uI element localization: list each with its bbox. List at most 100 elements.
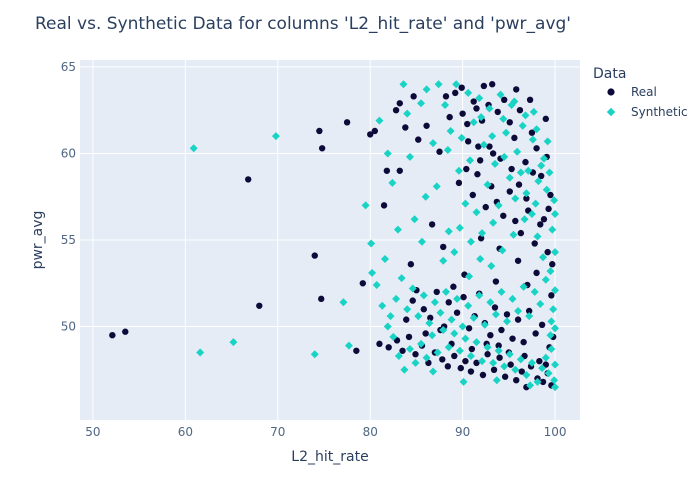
synthetic-point [491, 310, 500, 319]
synthetic-point [505, 173, 514, 182]
real-point [544, 248, 551, 256]
real-point [494, 108, 501, 116]
real-point [442, 93, 450, 100]
synthetic-point [527, 210, 536, 219]
real-point [392, 106, 400, 114]
legend-title: Data [593, 66, 626, 82]
synthetic-point [539, 154, 548, 163]
synthetic-point [494, 346, 503, 355]
synthetic-point [522, 371, 531, 379]
synthetic-point [507, 101, 516, 109]
synthetic-point [546, 267, 555, 276]
synthetic-point [541, 353, 550, 362]
real-point [533, 145, 540, 152]
real-point [353, 347, 360, 354]
synthetic-point [310, 350, 319, 359]
grid-lines [80, 60, 580, 420]
synthetic-point [388, 178, 397, 187]
legend[interactable]: Data Real Synthetic [593, 66, 688, 119]
real-point [482, 203, 489, 211]
synthetic-point [530, 287, 539, 296]
synthetic-point [538, 364, 547, 373]
synthetic-point [534, 177, 543, 186]
real-point [538, 321, 546, 329]
synthetic-point [465, 272, 474, 281]
real-point [518, 368, 525, 375]
synthetic-point [453, 294, 462, 303]
synthetic-point [543, 137, 552, 146]
real-point [396, 100, 403, 107]
real-point [422, 330, 429, 337]
synthetic-point [344, 341, 353, 350]
real-point [509, 335, 516, 342]
real-point [311, 252, 318, 259]
x-tick-label: 50 [85, 425, 100, 439]
x-tick-label: 100 [544, 425, 567, 439]
real-point [467, 368, 475, 375]
real-point [463, 165, 470, 173]
synthetic-point [472, 338, 481, 347]
real-point [444, 363, 452, 370]
real-point [514, 316, 522, 323]
real-point [490, 366, 498, 374]
real-point [415, 136, 422, 143]
synthetic-point [547, 345, 556, 354]
synthetic-point [429, 139, 438, 148]
real-point [473, 359, 480, 367]
synthetic-point [533, 377, 542, 386]
real-point [409, 297, 416, 304]
real-point [498, 326, 505, 334]
real-point [440, 243, 447, 251]
real-point [545, 205, 552, 213]
synthetic-point [400, 365, 409, 374]
real-point [523, 195, 530, 202]
synthetic-point [428, 331, 437, 340]
synthetic-point [436, 308, 445, 317]
real-point [486, 143, 493, 150]
synthetic-point [545, 168, 554, 177]
synthetic-point [458, 322, 467, 331]
synthetic-point [441, 101, 450, 109]
synthetic-point [526, 381, 535, 390]
y-tick-label: 55 [61, 233, 76, 247]
synthetic-point [500, 152, 509, 161]
synthetic-point [527, 358, 536, 367]
real-point [496, 354, 503, 361]
real-point [428, 221, 436, 228]
real-point [380, 202, 388, 209]
real-point [318, 145, 326, 152]
synthetic-point [509, 230, 518, 239]
legend-item-synthetic[interactable]: Synthetic [606, 105, 688, 119]
legend-item-real[interactable]: Real [607, 85, 657, 99]
x-axis-title: L2_hit_rate [291, 449, 368, 465]
real-point [407, 261, 415, 268]
real-point [256, 302, 263, 309]
real-point [522, 158, 529, 166]
synthetic-point [466, 237, 475, 246]
synthetic-point [417, 99, 426, 108]
real-point [318, 295, 325, 303]
synthetic-point [457, 133, 466, 142]
real-point [532, 330, 539, 337]
synthetic-point [539, 253, 548, 262]
synthetic-point [403, 109, 412, 118]
synthetic-point [421, 192, 430, 201]
real-point [547, 191, 554, 199]
real-point [475, 143, 482, 150]
synthetic-point [497, 287, 506, 296]
synthetic-point [375, 116, 384, 125]
synthetic-point [452, 80, 461, 89]
synthetic-point [383, 149, 392, 158]
real-point [473, 105, 480, 112]
synthetic-point [367, 239, 376, 248]
real-point [464, 120, 471, 128]
real-point [109, 331, 116, 339]
synthetic-point [551, 383, 560, 392]
real-point [316, 127, 323, 135]
synthetic-point [502, 128, 511, 137]
real-point [501, 96, 508, 104]
synthetic-point [550, 196, 559, 205]
real-point [459, 110, 466, 117]
synthetic-point [410, 215, 419, 224]
synthetic-point [444, 343, 453, 352]
